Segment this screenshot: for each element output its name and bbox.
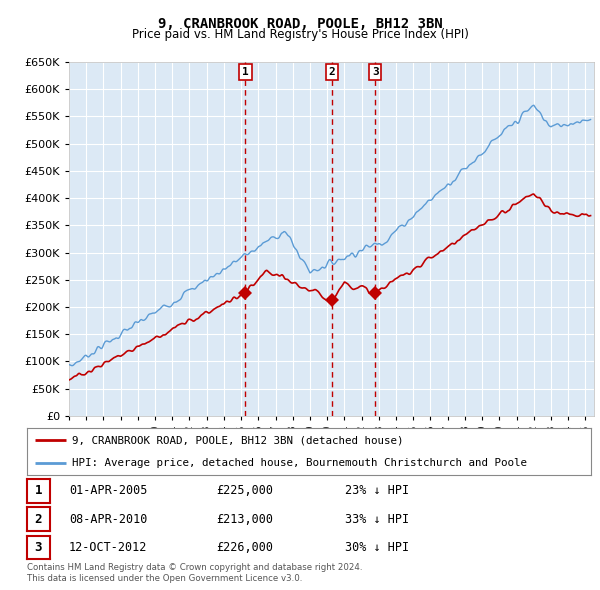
Text: 01-APR-2005: 01-APR-2005	[69, 484, 148, 497]
Text: £225,000: £225,000	[216, 484, 273, 497]
Text: 12-OCT-2012: 12-OCT-2012	[69, 541, 148, 554]
Text: 3: 3	[35, 541, 42, 554]
Text: Price paid vs. HM Land Registry's House Price Index (HPI): Price paid vs. HM Land Registry's House …	[131, 28, 469, 41]
Text: 33% ↓ HPI: 33% ↓ HPI	[345, 513, 409, 526]
Text: 2: 2	[35, 513, 42, 526]
Text: 1: 1	[35, 484, 42, 497]
Text: This data is licensed under the Open Government Licence v3.0.: This data is licensed under the Open Gov…	[27, 574, 302, 583]
Text: £213,000: £213,000	[216, 513, 273, 526]
Text: HPI: Average price, detached house, Bournemouth Christchurch and Poole: HPI: Average price, detached house, Bour…	[72, 458, 527, 468]
Text: 30% ↓ HPI: 30% ↓ HPI	[345, 541, 409, 554]
Text: 9, CRANBROOK ROAD, POOLE, BH12 3BN (detached house): 9, CRANBROOK ROAD, POOLE, BH12 3BN (deta…	[72, 435, 404, 445]
Text: Contains HM Land Registry data © Crown copyright and database right 2024.: Contains HM Land Registry data © Crown c…	[27, 563, 362, 572]
Text: 08-APR-2010: 08-APR-2010	[69, 513, 148, 526]
Text: 2: 2	[328, 67, 335, 77]
Text: 23% ↓ HPI: 23% ↓ HPI	[345, 484, 409, 497]
Text: 1: 1	[242, 67, 249, 77]
Text: 9, CRANBROOK ROAD, POOLE, BH12 3BN: 9, CRANBROOK ROAD, POOLE, BH12 3BN	[158, 17, 442, 31]
Text: £226,000: £226,000	[216, 541, 273, 554]
Text: 3: 3	[372, 67, 379, 77]
